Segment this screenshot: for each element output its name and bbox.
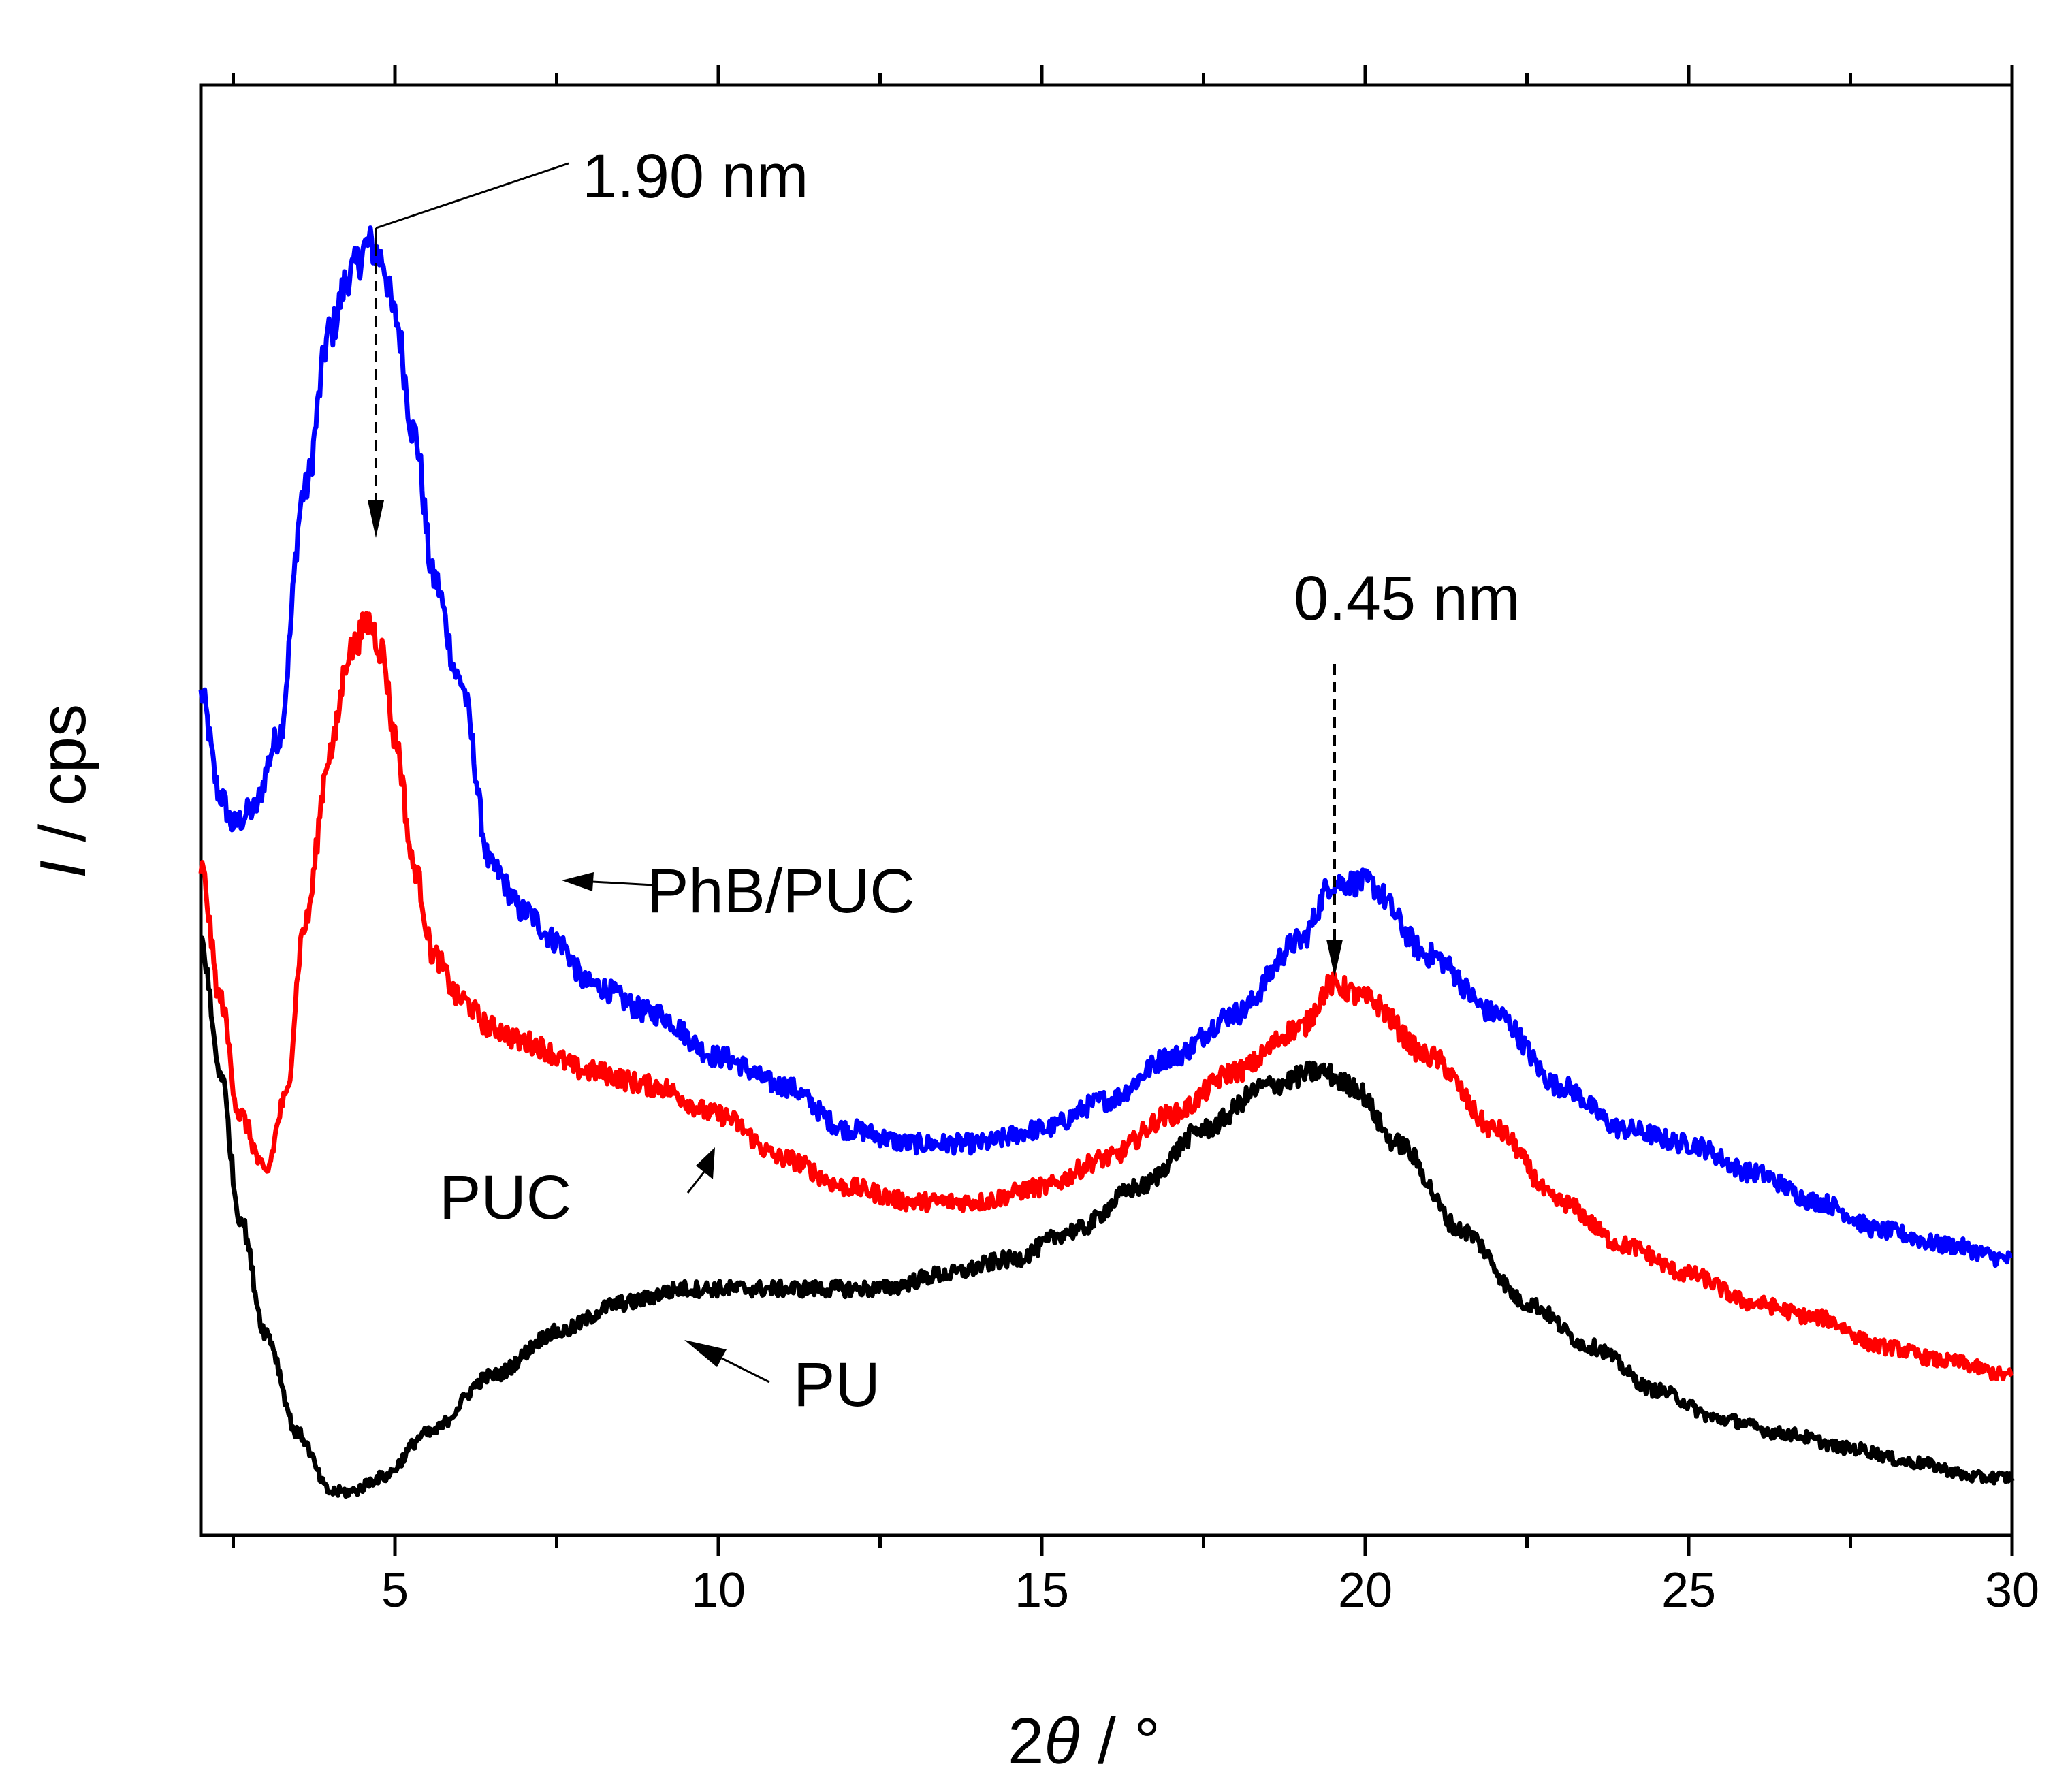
y-axis-title-unit: / cps (27, 704, 99, 860)
x-tick-label-30: 30 (1985, 1563, 2039, 1618)
x-axis-title: 2θ / ° (1008, 1705, 1160, 1778)
series-line-phb-puc (198, 225, 2013, 1268)
x-tick-label-5: 5 (381, 1563, 409, 1618)
x-axis-title-number: 2 (1008, 1705, 1044, 1778)
arrow-phb-head (562, 872, 594, 891)
arrow-puc-head (696, 1147, 715, 1179)
arrow-pu-head (684, 1340, 727, 1367)
leader-line-190 (375, 162, 569, 229)
x-tick-label-25: 25 (1661, 1563, 1716, 1618)
arrow-pu-line (721, 1357, 770, 1383)
series-line-puc (198, 611, 2014, 1382)
label-pu: PU (793, 1350, 880, 1420)
y-axis-title: I / cps (27, 704, 99, 878)
y-axis-title-symbol: I (27, 860, 99, 878)
label-phb-puc: PhB/PUC (647, 857, 915, 926)
annotation-190nm: 1.90 nm (582, 142, 808, 211)
arrow-phb-line (592, 880, 654, 886)
label-puc: PUC (439, 1163, 571, 1232)
series-line-pu (200, 935, 2015, 1499)
x-tick-label-15: 15 (1015, 1563, 1069, 1618)
series-layer (198, 225, 2015, 1499)
arrow-puc-line (686, 1170, 706, 1194)
x-axis-tick-labels: 5 10 15 20 25 30 (381, 1563, 2039, 1618)
arrowhead-045 (1326, 940, 1343, 977)
arrowhead-190 (368, 500, 384, 538)
x-axis-title-symbol: θ (1044, 1705, 1079, 1778)
annotation-045nm: 0.45 nm (1294, 564, 1520, 633)
x-tick-label-20: 20 (1338, 1563, 1392, 1618)
x-axis-title-unit: / ° (1079, 1705, 1160, 1778)
x-axis-ticks (232, 65, 2014, 1556)
annotation-layer: 1.90 nm 0.45 nm PhB/PUC PUC PU (368, 142, 1520, 1420)
plot-frame (199, 83, 2014, 1537)
x-tick-label-10: 10 (691, 1563, 746, 1618)
